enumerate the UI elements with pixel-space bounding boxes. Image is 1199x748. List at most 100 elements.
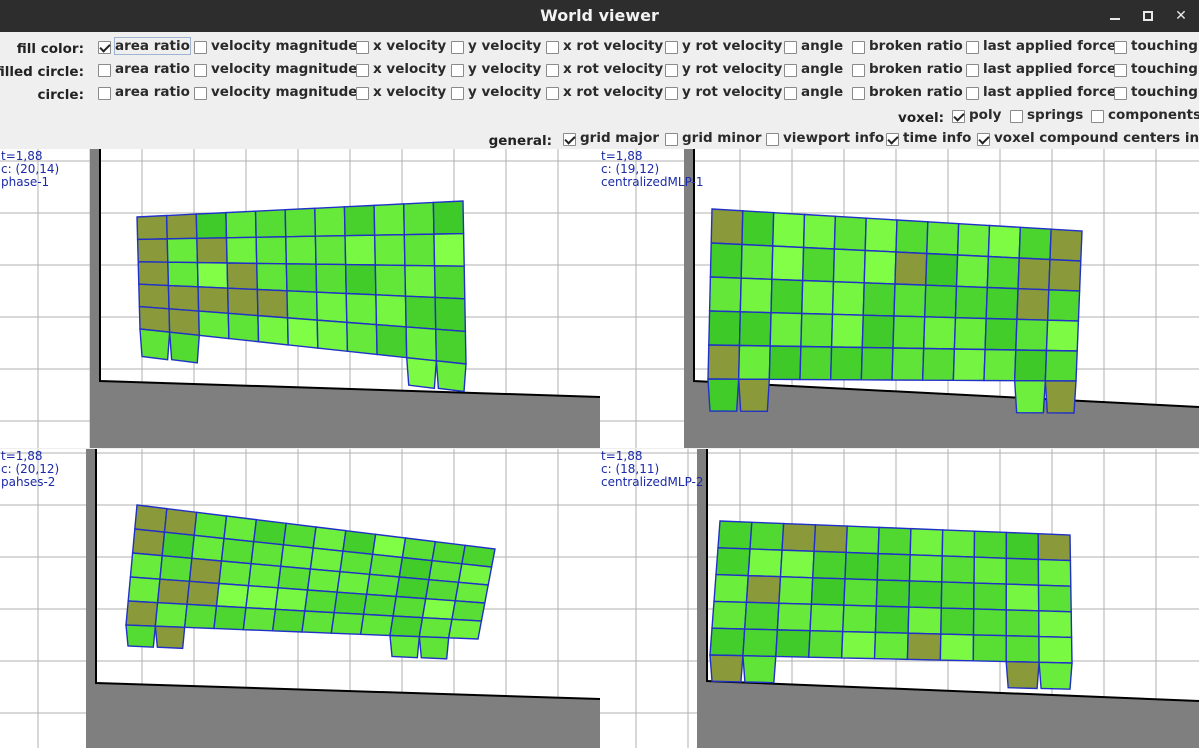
checkbox-icon[interactable]: [451, 87, 464, 100]
checkbox-icon[interactable]: [546, 41, 559, 54]
voxel-cell: [986, 255, 1020, 290]
checked-box-icon[interactable]: [886, 133, 899, 146]
voxel-cell: [984, 317, 1018, 351]
checkbox-icon[interactable]: [852, 64, 865, 77]
checkbox-label: time info: [903, 130, 972, 146]
checked-box-icon[interactable]: [98, 41, 111, 54]
checkbox-icon[interactable]: [966, 41, 979, 54]
voxel-cell: [191, 534, 225, 562]
checkbox-icon[interactable]: [1114, 87, 1127, 100]
checkbox-icon[interactable]: [194, 64, 207, 77]
viewport-centralizedmlp-2[interactable]: t=1,88 c: (18,11) centralizedMLP-2: [600, 449, 1199, 748]
voxel-cell: [247, 562, 282, 589]
voxel-cell: [1038, 610, 1073, 639]
checkbox-label: broken ratio: [869, 61, 963, 77]
checkbox-icon[interactable]: [451, 41, 464, 54]
checkbox-icon[interactable]: [784, 41, 797, 54]
checkbox-icon[interactable]: [1114, 64, 1127, 77]
voxel-cell: [894, 251, 928, 286]
viewport-centralizedmlp-1[interactable]: t=1,88 c: (19,12) centralizedMLP-1: [600, 149, 1199, 448]
voxel-row: voxel: poly springs components: [0, 107, 1199, 129]
voxel-cell: [138, 305, 171, 333]
checkbox-label: y velocity: [468, 84, 542, 100]
checkbox-icon[interactable]: [966, 87, 979, 100]
checkbox-label: angle: [801, 61, 844, 77]
voxel-cell: [435, 328, 467, 365]
viewport-pahses-2[interactable]: t=1,88 c: (20,12) pahses-2: [0, 449, 600, 748]
voxel-cell: [137, 261, 170, 287]
voxel-cell: [129, 552, 163, 580]
voxel-cell: [285, 235, 317, 265]
checkbox-icon[interactable]: [194, 87, 207, 100]
checkbox-icon[interactable]: [356, 41, 369, 54]
voxel-cell: [225, 210, 257, 239]
checkbox-icon[interactable]: [546, 87, 559, 100]
checkbox-icon[interactable]: [852, 41, 865, 54]
checkbox-icon[interactable]: [98, 64, 111, 77]
checkbox-icon[interactable]: [665, 133, 678, 146]
checkbox-icon[interactable]: [665, 87, 678, 100]
voxel-cell: [711, 600, 748, 630]
checkbox-icon[interactable]: [1114, 41, 1127, 54]
checkbox-icon[interactable]: [194, 41, 207, 54]
voxel-cell: [973, 556, 1008, 585]
voxel-cell: [939, 633, 975, 662]
checkbox-icon[interactable]: [665, 64, 678, 77]
voxel-cell: [801, 246, 836, 283]
voxel-cell: [136, 238, 169, 263]
voxel-cell: [954, 285, 989, 320]
center-label: c: (18,11): [601, 462, 660, 476]
voxel-cell: [775, 629, 811, 658]
voxel-cell: [973, 530, 1008, 559]
checkbox-icon[interactable]: [766, 133, 779, 146]
checkbox-icon[interactable]: [356, 87, 369, 100]
checkbox-label: poly: [969, 107, 1002, 123]
controller-name: pahses-2: [1, 475, 56, 489]
checkbox-icon[interactable]: [966, 64, 979, 77]
checkbox-icon[interactable]: [852, 87, 865, 100]
voxel-cell: [955, 254, 990, 289]
checked-box-icon[interactable]: [977, 133, 990, 146]
voxel-cell: [1005, 557, 1040, 586]
checkbox-icon[interactable]: [665, 41, 678, 54]
voxel-cell: [165, 213, 198, 240]
checkbox-icon[interactable]: [98, 87, 111, 100]
minimize-icon[interactable]: [1100, 0, 1130, 32]
checkbox-label: voxel compound centers info: [994, 130, 1199, 146]
voxel-leg-cell: [737, 378, 771, 413]
voxel-cell: [256, 288, 289, 319]
voxel-cell: [368, 553, 404, 578]
voxel-cell: [314, 234, 347, 266]
voxel-cell: [163, 507, 198, 537]
voxel-cell: [1049, 228, 1083, 262]
row-label: voxel:: [898, 110, 944, 126]
maximize-icon[interactable]: [1133, 0, 1163, 32]
voxel-cell: [371, 533, 407, 559]
voxel-cell: [345, 292, 378, 326]
checkbox-icon[interactable]: [784, 87, 797, 100]
close-icon[interactable]: ✕: [1175, 8, 1187, 24]
viewport-phase-1[interactable]: t=1,88 c: (20,14) phase-1: [0, 149, 600, 448]
voxel-cell: [973, 582, 1007, 611]
voxel-cell: [799, 345, 833, 381]
checkbox-icon[interactable]: [451, 64, 464, 77]
voxel-cell: [255, 236, 288, 265]
checked-box-icon[interactable]: [952, 110, 965, 123]
checkbox-icon[interactable]: [546, 64, 559, 77]
voxel-cell: [1037, 584, 1072, 613]
voxel-cell: [709, 242, 743, 279]
ground-terrain: [86, 449, 600, 748]
checked-box-icon[interactable]: [563, 133, 576, 146]
voxel-cell: [1017, 257, 1051, 291]
ground-terrain: [697, 449, 1199, 748]
checkbox-icon[interactable]: [1010, 110, 1023, 123]
voxel-cell: [346, 321, 378, 356]
checkbox-icon[interactable]: [356, 64, 369, 77]
checkbox-icon[interactable]: [784, 64, 797, 77]
checkbox-label: viewport info: [783, 130, 885, 146]
fill-color-row: fill color: area ratio velocity magnitude x…: [0, 37, 1199, 60]
voxel-leg-cell: [1005, 660, 1040, 690]
checkbox-icon[interactable]: [1091, 110, 1104, 123]
voxel-cell: [925, 252, 959, 288]
controller-name: centralizedMLP-1: [601, 175, 704, 189]
